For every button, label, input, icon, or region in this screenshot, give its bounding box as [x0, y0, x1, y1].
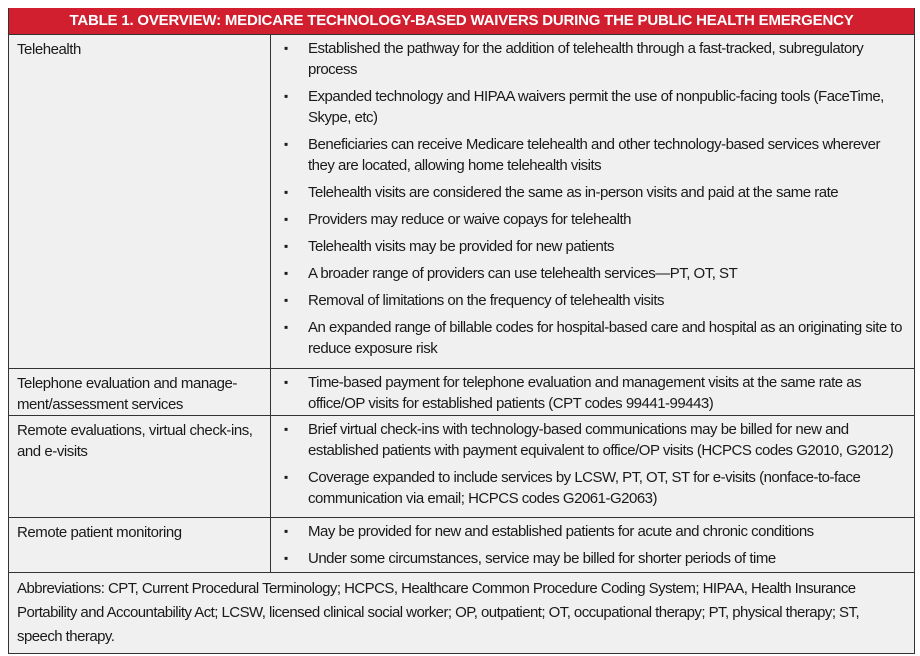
row-details: ▪ Brief virtual check-ins with technology… — [271, 416, 914, 517]
list-item-text: A broader range of providers can use tel… — [308, 265, 738, 282]
list-item: ▪ An expanded range of billable codes for… — [281, 317, 906, 359]
list-item-text: Established the pathway for the addition… — [308, 40, 864, 78]
bullet-icon: ▪ — [284, 524, 288, 538]
bullet-icon: ▪ — [284, 470, 288, 484]
bullet-list: ▪ May be provided for new and established… — [281, 521, 906, 569]
row-details: ▪ May be provided for new and established… — [271, 518, 914, 572]
list-item-text: Providers may reduce or waive copays for… — [308, 211, 632, 228]
table-row: Remote patient monitoring ▪ May be provide… — [9, 517, 914, 572]
row-category: Remote patient monitoring — [9, 518, 271, 572]
list-item: ▪ Coverage expanded to include services b… — [281, 467, 906, 509]
table-row: Telephone evaluation and manage-ment/ass… — [9, 368, 914, 415]
bullet-icon: ▪ — [284, 422, 288, 436]
list-item-text: Telehealth visits are considered the sam… — [308, 184, 839, 201]
list-item: ▪ Providers may reduce or waive copays fo… — [281, 209, 906, 230]
list-item: ▪ Telehealth visits are considered the sa… — [281, 182, 906, 203]
bullet-icon: ▪ — [284, 293, 288, 307]
list-item: ▪ May be provided for new and established… — [281, 521, 906, 542]
table-body: Telehealth ▪ Established the pathway for t… — [9, 34, 914, 572]
list-item: ▪ Time-based payment for telephone evalua… — [281, 372, 906, 414]
list-item-text: Brief virtual check-ins with technology-… — [308, 421, 894, 459]
list-item-text: May be provided for new and established … — [308, 523, 814, 540]
list-item-text: Telehealth visits may be provided for ne… — [308, 238, 615, 255]
bullet-icon: ▪ — [284, 137, 288, 151]
list-item-text: Coverage expanded to include services by… — [308, 469, 861, 507]
table-row: Remote evaluations, virtual check-ins, a… — [9, 415, 914, 517]
list-item-text: Expanded technology and HIPAA waivers pe… — [308, 88, 884, 126]
abbreviations-footnote: Abbreviations: CPT, Current Procedural T… — [9, 572, 914, 653]
list-item-text: Time-based payment for telephone evaluat… — [308, 374, 862, 412]
row-category: Remote evaluations, virtual check-ins, a… — [9, 416, 271, 517]
bullet-icon: ▪ — [284, 185, 288, 199]
table-row: Telehealth ▪ Established the pathway for t… — [9, 34, 914, 368]
list-item-text: Under some circumstances, service may be… — [308, 550, 776, 567]
list-item: ▪ Established the pathway for the additio… — [281, 38, 906, 80]
row-category: Telephone evaluation and manage-ment/ass… — [9, 369, 271, 415]
row-category: Telehealth — [9, 35, 271, 368]
bullet-icon: ▪ — [284, 320, 288, 334]
list-item: ▪ Under some circumstances, service may b… — [281, 548, 906, 569]
bullet-icon: ▪ — [284, 41, 288, 55]
list-item: ▪ Removal of limitations on the frequency… — [281, 290, 906, 311]
table-title: TABLE 1. OVERVIEW: MEDICARE TECHNOLOGY-B… — [9, 8, 914, 34]
list-item: ▪ Beneficiaries can receive Medicare tele… — [281, 134, 906, 176]
list-item-text: An expanded range of billable codes for … — [308, 319, 902, 357]
bullet-icon: ▪ — [284, 375, 288, 389]
bullet-list: ▪ Brief virtual check-ins with technology… — [281, 419, 906, 509]
list-item: ▪ A broader range of providers can use te… — [281, 263, 906, 284]
bullet-list: ▪ Established the pathway for the additio… — [281, 38, 906, 359]
list-item-text: Beneficiaries can receive Medicare teleh… — [308, 136, 881, 174]
bullet-icon: ▪ — [284, 212, 288, 226]
row-details: ▪ Established the pathway for the additio… — [271, 35, 914, 368]
bullet-icon: ▪ — [284, 89, 288, 103]
waivers-table: TABLE 1. OVERVIEW: MEDICARE TECHNOLOGY-B… — [8, 8, 915, 654]
bullet-list: ▪ Time-based payment for telephone evalua… — [281, 372, 906, 414]
row-details: ▪ Time-based payment for telephone evalua… — [271, 369, 914, 415]
bullet-icon: ▪ — [284, 551, 288, 565]
bullet-icon: ▪ — [284, 266, 288, 280]
list-item: ▪ Telehealth visits may be provided for n… — [281, 236, 906, 257]
list-item: ▪ Brief virtual check-ins with technology… — [281, 419, 906, 461]
list-item: ▪ Expanded technology and HIPAA waivers p… — [281, 86, 906, 128]
list-item-text: Removal of limitations on the frequency … — [308, 292, 665, 309]
bullet-icon: ▪ — [284, 239, 288, 253]
